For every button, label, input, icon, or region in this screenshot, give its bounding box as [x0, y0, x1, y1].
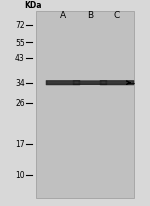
FancyBboxPatch shape [48, 82, 78, 84]
FancyBboxPatch shape [36, 12, 134, 198]
FancyBboxPatch shape [73, 81, 107, 86]
FancyBboxPatch shape [102, 82, 132, 84]
Text: 26: 26 [15, 99, 25, 108]
Text: 10: 10 [15, 170, 25, 179]
Text: 55: 55 [15, 39, 25, 47]
FancyBboxPatch shape [46, 81, 80, 86]
Text: 34: 34 [15, 79, 25, 88]
Text: B: B [87, 11, 93, 19]
Text: 43: 43 [15, 54, 25, 63]
Text: A: A [60, 11, 66, 19]
FancyBboxPatch shape [75, 82, 105, 84]
Text: KDa: KDa [25, 1, 42, 10]
Text: 72: 72 [15, 21, 25, 30]
Text: 17: 17 [15, 139, 25, 148]
Text: C: C [114, 11, 120, 19]
FancyBboxPatch shape [100, 81, 134, 86]
